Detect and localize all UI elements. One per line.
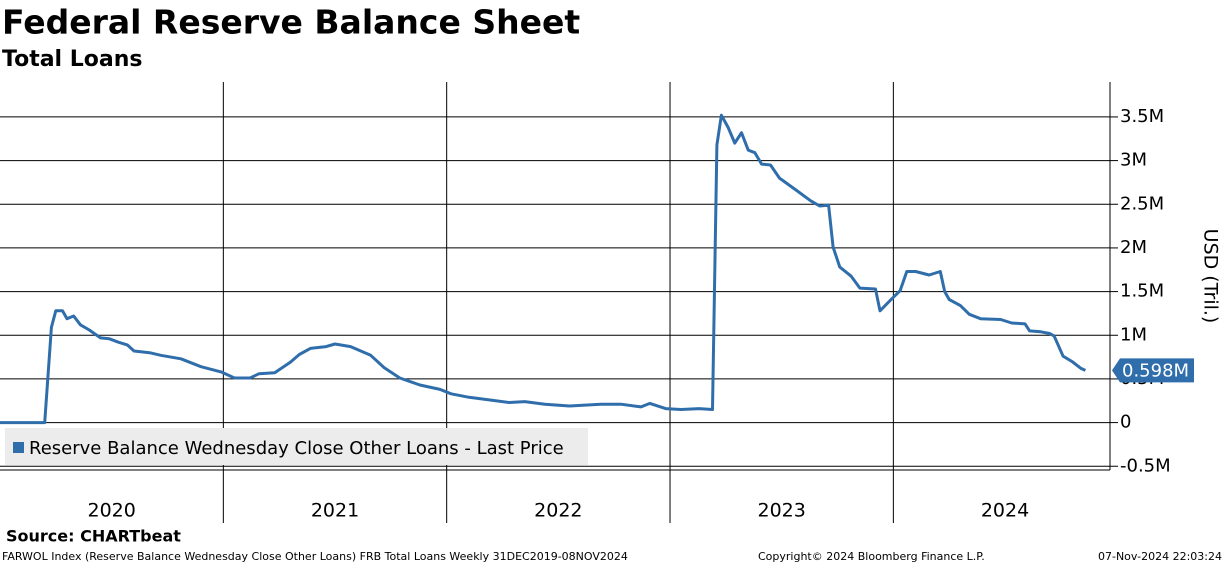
footer-center: Copyright© 2024 Bloomberg Finance L.P. xyxy=(758,550,985,563)
x-tick-label: 2021 xyxy=(311,500,359,522)
line-series xyxy=(0,113,1087,425)
x-tick-label: 2020 xyxy=(87,500,135,522)
y-tick-label: 1.5M xyxy=(1120,281,1164,302)
last-price-badge xyxy=(1112,358,1194,383)
legend-swatch xyxy=(13,442,24,453)
y-tick-label: 2.5M xyxy=(1120,193,1164,214)
y-tick-label: -0.5M xyxy=(1120,455,1171,476)
chart-title: Federal Reserve Balance Sheet xyxy=(2,3,580,42)
y-tick-label: 0 xyxy=(1120,412,1131,433)
last-price-label: 0.598M xyxy=(1122,360,1189,381)
x-tick-label: 2023 xyxy=(758,500,806,522)
y-tick-label: 3M xyxy=(1120,150,1147,171)
footer-left: FARWOL Index (Reserve Balance Wednesday … xyxy=(2,550,628,563)
footer-right: 07-Nov-2024 22:03:24 xyxy=(1098,550,1222,563)
y-axis-label: USD (Tril.) xyxy=(1200,229,1222,324)
y-tick-label: 2M xyxy=(1120,237,1147,258)
x-tick-label: 2024 xyxy=(981,500,1029,522)
source: Source: CHARTbeat xyxy=(6,527,181,546)
y-tick-label: 3.5M xyxy=(1120,106,1164,127)
x-tick-label: 2022 xyxy=(534,500,582,522)
legend-label: Reserve Balance Wednesday Close Other Lo… xyxy=(29,438,564,459)
y-tick-label: 1M xyxy=(1120,324,1147,345)
chart-subtitle: Total Loans xyxy=(2,47,143,72)
legend-box xyxy=(5,428,588,465)
